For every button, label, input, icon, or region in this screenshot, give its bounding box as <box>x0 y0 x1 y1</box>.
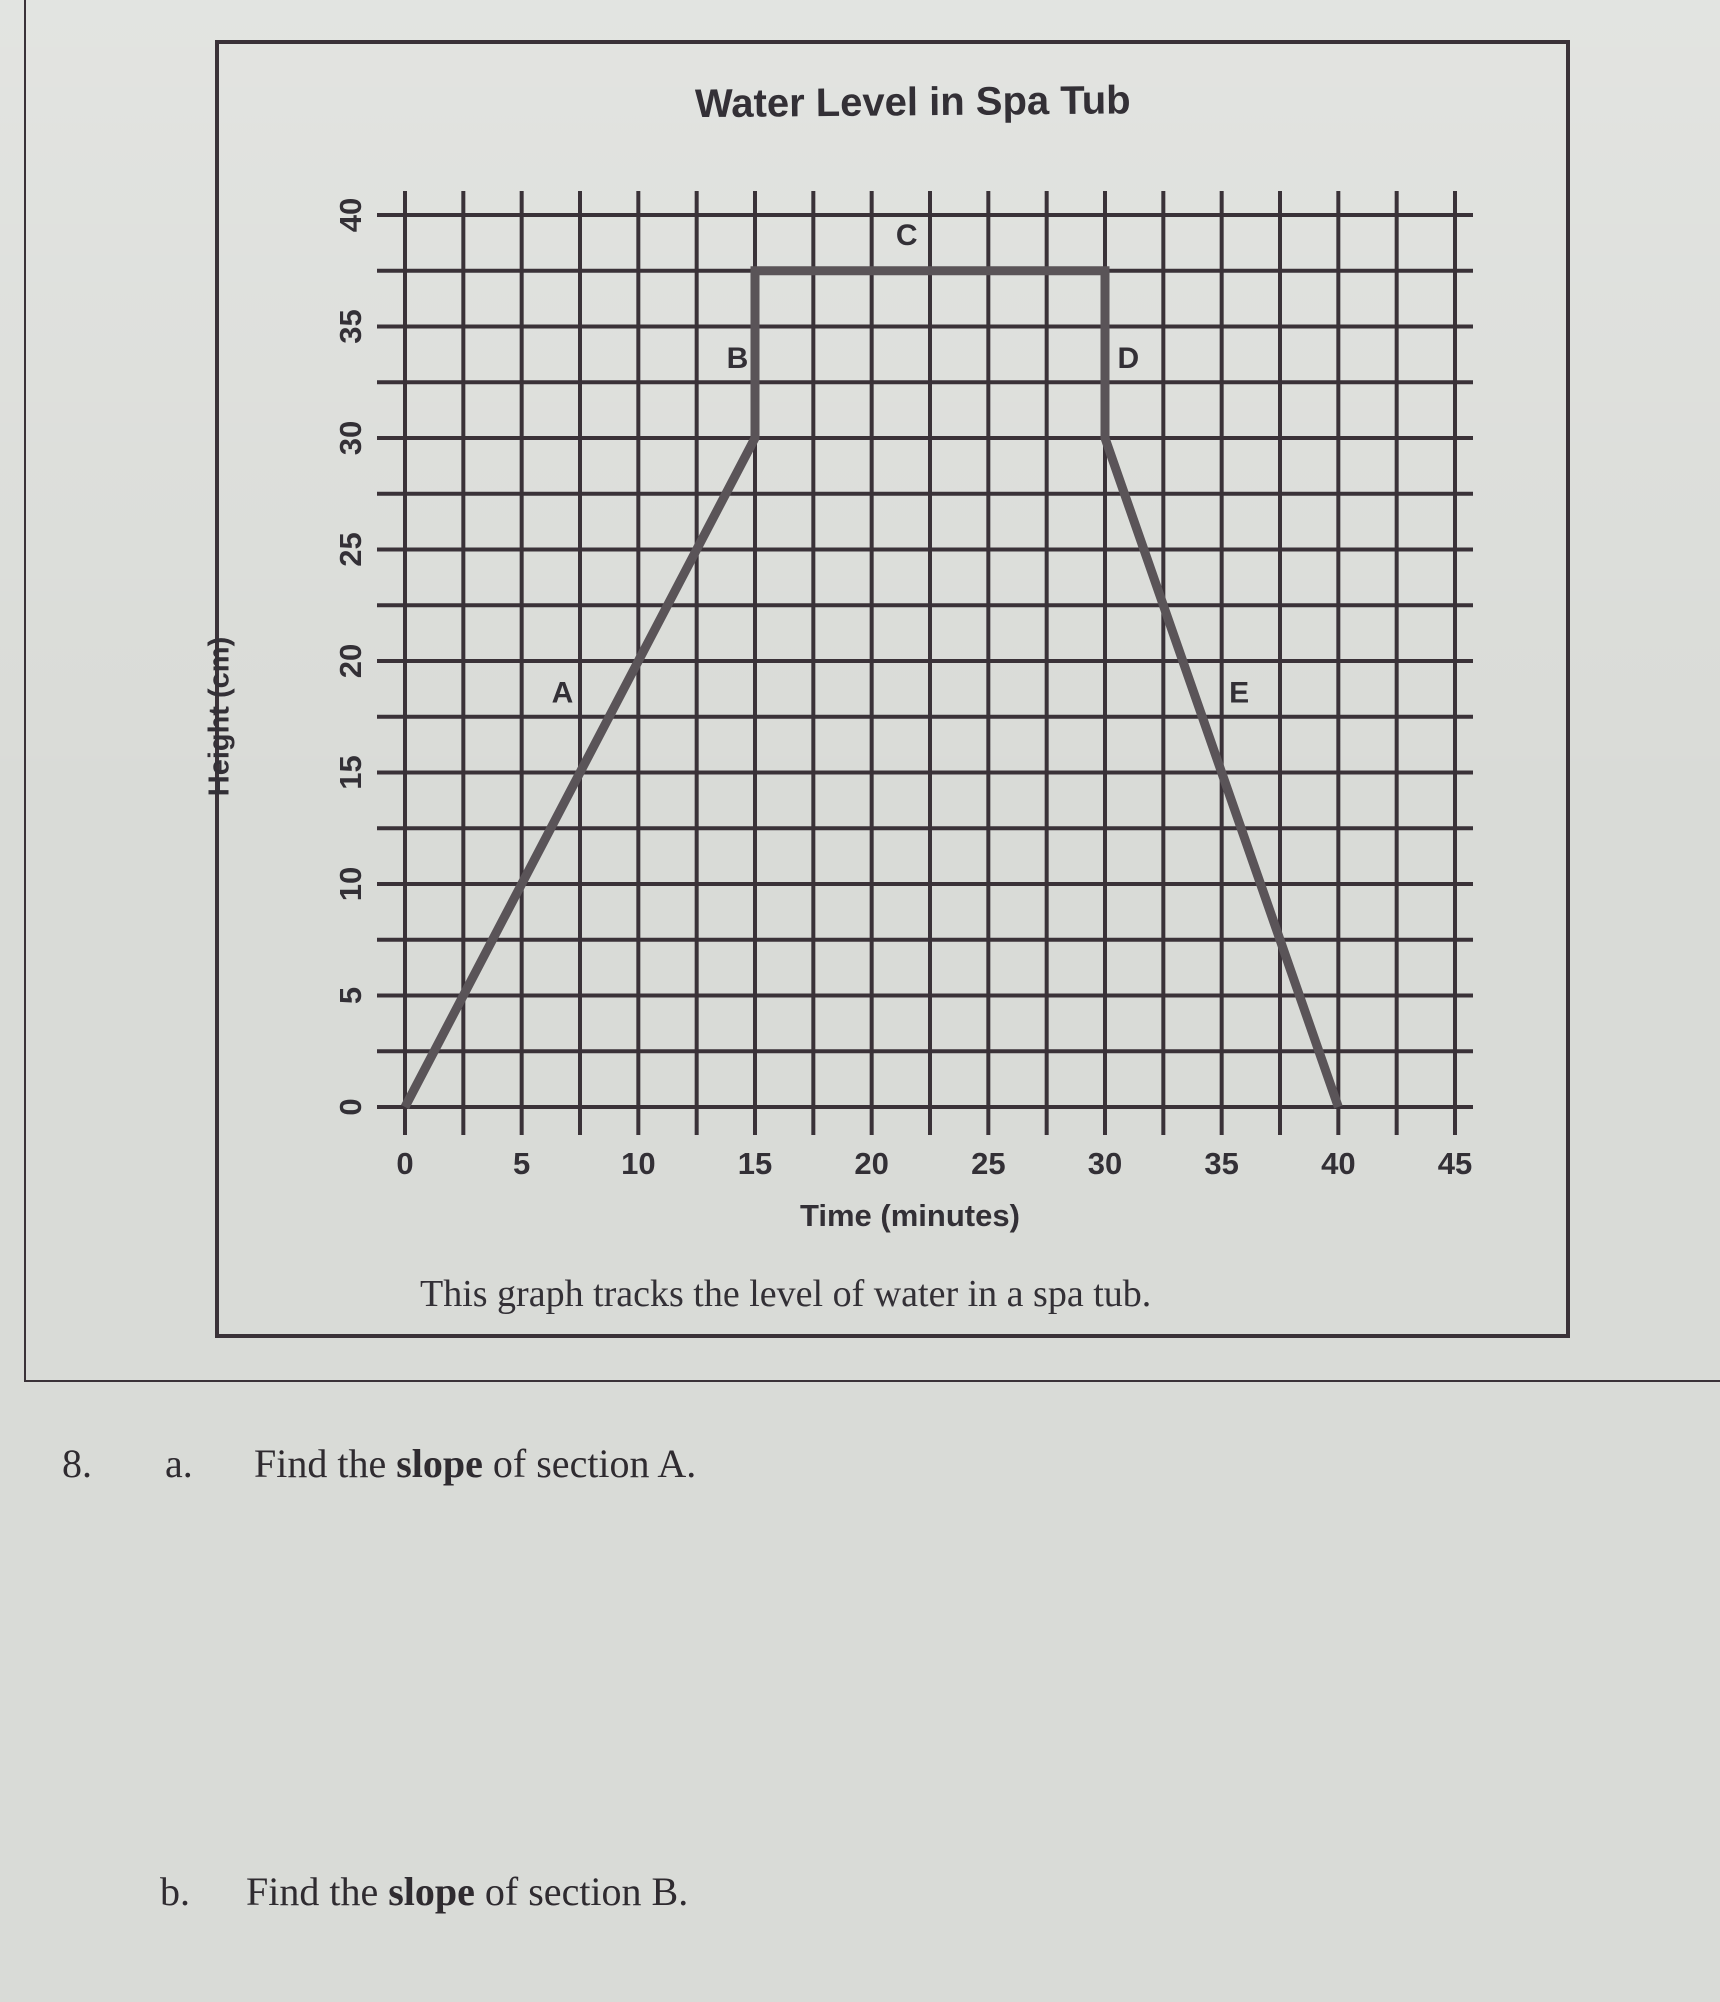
x-tick-label: 30 <box>1088 1146 1122 1181</box>
x-tick-label: 40 <box>1321 1146 1355 1181</box>
y-tick-label: 20 <box>333 644 368 678</box>
tick-labels: 0 5 10 15 20 25 30 35 40 45 0 5 10 15 20 25 30 35 40 <box>333 198 1472 1181</box>
x-tick-label: 25 <box>971 1146 1005 1181</box>
x-tick-label: 10 <box>621 1146 655 1181</box>
y-axis-label: Height (cm) <box>203 636 236 797</box>
graph-frame <box>215 40 1570 1338</box>
y-tick-label: 0 <box>333 1098 368 1115</box>
y-tick-label: 10 <box>333 867 368 901</box>
x-tick-label: 0 <box>396 1146 413 1181</box>
section-label-b: B <box>727 342 749 375</box>
question-number: 8. <box>62 1441 92 1486</box>
section-label-e: E <box>1229 676 1249 709</box>
question-b-letter: b. <box>160 1869 190 1914</box>
section-labels: A B C D E <box>552 219 1250 709</box>
x-tick-label: 35 <box>1204 1146 1238 1181</box>
y-tick-label: 5 <box>333 987 368 1004</box>
section-label-a: A <box>552 676 574 709</box>
x-tick-label: 45 <box>1438 1146 1472 1181</box>
grid-lines <box>377 191 1473 1135</box>
x-axis-label: Time (minutes) <box>800 1198 1020 1233</box>
section-label-d: D <box>1117 342 1139 375</box>
outer-frame <box>24 0 1720 1382</box>
y-tick-label: 30 <box>333 421 368 455</box>
y-tick-label: 40 <box>333 198 368 232</box>
x-tick-label: 5 <box>513 1146 530 1181</box>
y-tick-label: 35 <box>333 309 368 343</box>
question-a-text: Find the slope of section A. <box>254 1441 697 1486</box>
chart-plot: 0 5 10 15 20 25 30 35 40 45 0 5 10 15 20 25 30 35 40 A B C D E <box>333 191 1473 1181</box>
y-tick-label: 15 <box>333 755 368 789</box>
chart-caption: This graph tracks the level of water in … <box>420 1273 1152 1315</box>
y-tick-label: 25 <box>333 532 368 566</box>
water-level-line <box>401 266 1343 1110</box>
question-a-letter: a. <box>165 1441 193 1486</box>
section-label-c: C <box>896 219 918 252</box>
x-tick-label: 15 <box>738 1146 772 1181</box>
question-b-text: Find the slope of section B. <box>246 1869 689 1914</box>
x-tick-label: 20 <box>854 1146 888 1181</box>
